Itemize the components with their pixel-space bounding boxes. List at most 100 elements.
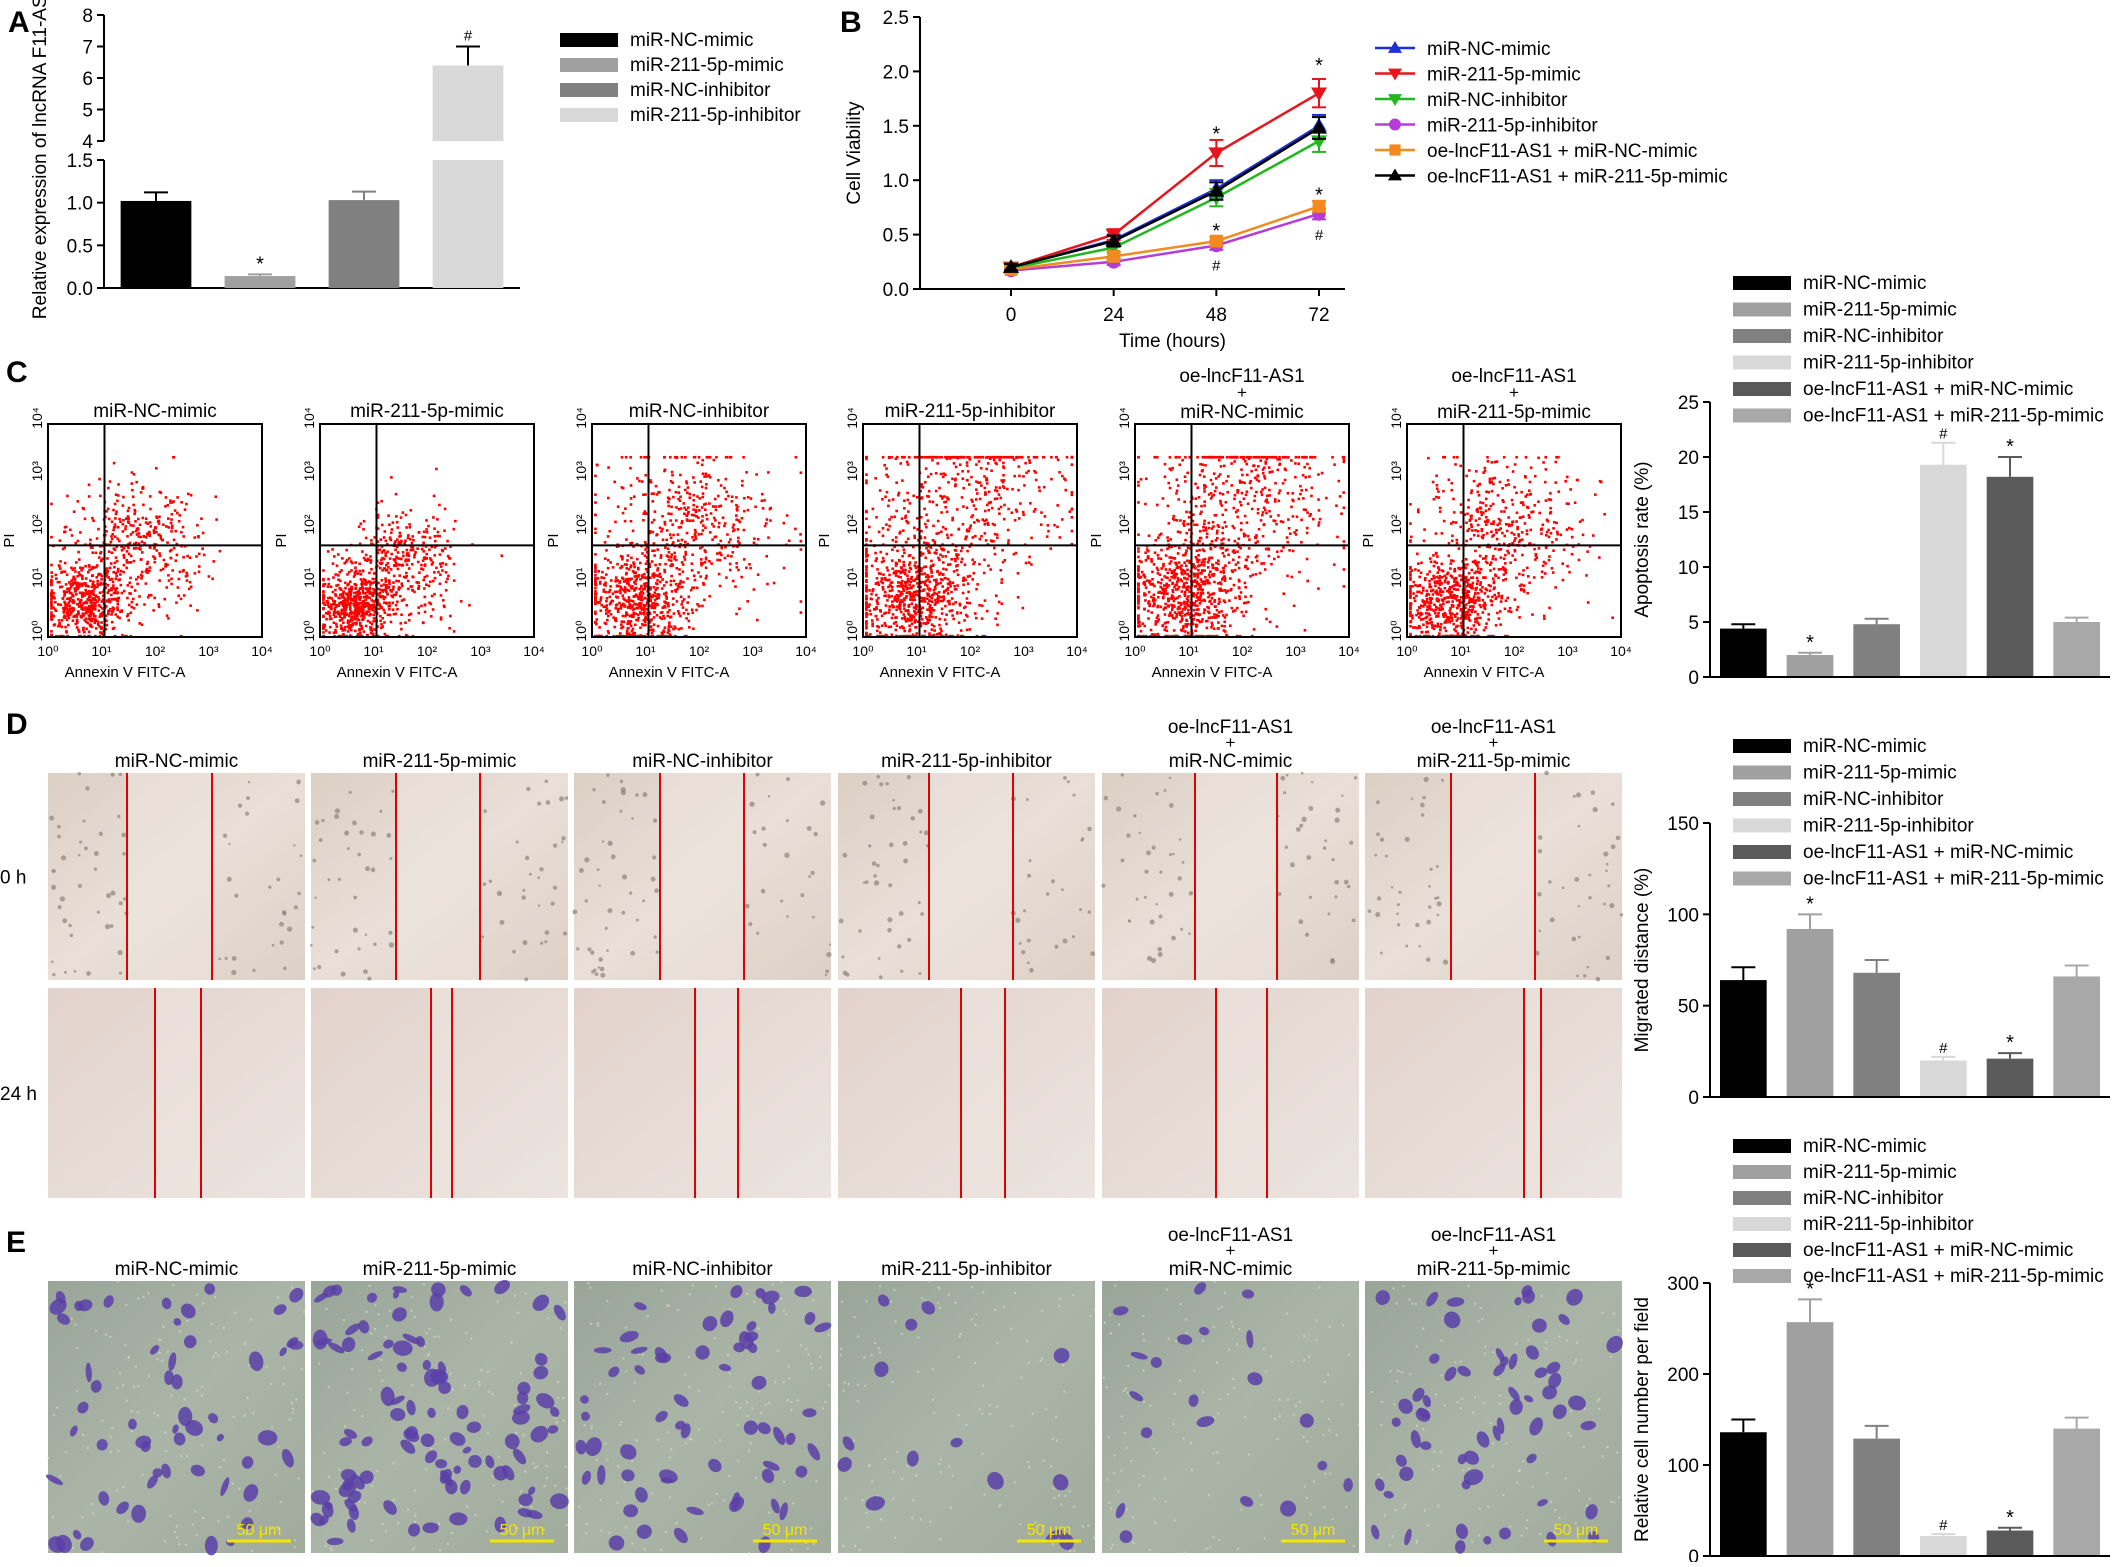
flow-event xyxy=(1271,470,1274,473)
flow-event xyxy=(671,474,674,477)
flow-event xyxy=(942,526,945,529)
flow-event xyxy=(1001,549,1004,552)
flow-event xyxy=(76,585,79,588)
flow-event xyxy=(934,587,937,590)
flow-event xyxy=(608,530,611,533)
flow-event xyxy=(957,553,960,556)
flow-event xyxy=(966,601,969,604)
flow-event xyxy=(418,571,421,574)
flow-event xyxy=(879,489,882,492)
flow-event xyxy=(996,536,999,539)
flow-event xyxy=(866,613,869,616)
flow-event xyxy=(944,555,947,558)
flow-event xyxy=(107,584,110,587)
flow-event xyxy=(74,570,77,573)
flow-event xyxy=(595,618,598,621)
flow-event xyxy=(956,557,959,560)
flow-event xyxy=(90,614,93,617)
flow-event xyxy=(116,603,119,606)
flow-event xyxy=(348,624,351,627)
flow-event xyxy=(383,621,386,624)
flow-event xyxy=(645,562,648,565)
flow-event xyxy=(908,605,911,608)
flow-event xyxy=(929,500,932,503)
flow-event xyxy=(1215,486,1218,489)
flow-event xyxy=(749,567,752,570)
flow-event xyxy=(720,484,723,487)
flow-event xyxy=(420,605,423,608)
flow-event xyxy=(1254,477,1257,480)
flow-event xyxy=(913,621,916,624)
flow-event xyxy=(350,598,353,601)
flow-event xyxy=(594,531,597,534)
flow-event xyxy=(362,600,365,603)
flow-event xyxy=(117,483,120,486)
flow-event xyxy=(889,590,892,593)
flow-event xyxy=(139,523,142,526)
flow-event xyxy=(198,553,201,556)
flow-event xyxy=(389,537,392,540)
flow-event xyxy=(1148,600,1151,603)
flow-event xyxy=(698,497,701,500)
flow-event xyxy=(906,492,909,495)
flow-event xyxy=(895,481,898,484)
flow-event xyxy=(117,570,120,573)
flow-event xyxy=(417,612,420,615)
flow-event xyxy=(1274,482,1277,485)
flow-event xyxy=(64,626,67,629)
flow-event xyxy=(694,529,697,532)
flow-event xyxy=(1244,460,1247,463)
flow-event xyxy=(673,625,676,628)
flow-event xyxy=(989,502,992,505)
flow-event xyxy=(117,494,120,497)
flow-event xyxy=(90,607,93,610)
flow-event xyxy=(110,541,113,544)
flow-event xyxy=(951,456,954,459)
flow-event xyxy=(996,497,999,500)
y-tick-label: 10² xyxy=(844,514,860,535)
flow-event xyxy=(959,463,962,466)
flow-event xyxy=(384,589,387,592)
flow-event xyxy=(677,539,680,542)
flow-event xyxy=(728,541,731,544)
flow-event xyxy=(372,614,375,617)
flow-event xyxy=(1224,521,1227,524)
flow-event xyxy=(362,582,365,585)
flow-event xyxy=(91,517,94,520)
flow-event xyxy=(1011,456,1014,459)
flow-event xyxy=(1178,561,1181,564)
flow-event xyxy=(1245,494,1248,497)
flow-event xyxy=(333,603,336,606)
flow-event xyxy=(624,507,627,510)
flow-event xyxy=(332,576,335,579)
flow-event xyxy=(1166,592,1169,595)
flow-event xyxy=(1222,493,1225,496)
flow-event xyxy=(77,551,80,554)
flow-event xyxy=(155,549,158,552)
flow-event xyxy=(130,555,133,558)
flow-event xyxy=(1196,604,1199,607)
flow-event xyxy=(684,558,687,561)
flow-event xyxy=(924,630,927,633)
flow-event xyxy=(383,583,386,586)
flow-event xyxy=(668,624,671,627)
flow-event xyxy=(1007,529,1010,532)
flow-event xyxy=(1255,491,1258,494)
flow-event xyxy=(378,607,381,610)
flow-event xyxy=(61,619,64,622)
flow-event xyxy=(981,604,984,607)
flow-event xyxy=(886,569,889,572)
flow-event xyxy=(392,581,395,584)
flow-event xyxy=(436,518,439,521)
flow-event xyxy=(998,486,1001,489)
flow-event xyxy=(1226,456,1229,459)
flow-event xyxy=(1224,509,1227,512)
flow-event xyxy=(175,601,178,604)
flow-event xyxy=(630,557,633,560)
flow-event xyxy=(1275,523,1278,526)
flow-event xyxy=(114,503,117,506)
flow-event xyxy=(50,597,53,600)
flow-event xyxy=(1202,526,1205,529)
flow-event xyxy=(980,535,983,538)
flow-event xyxy=(1343,547,1346,550)
